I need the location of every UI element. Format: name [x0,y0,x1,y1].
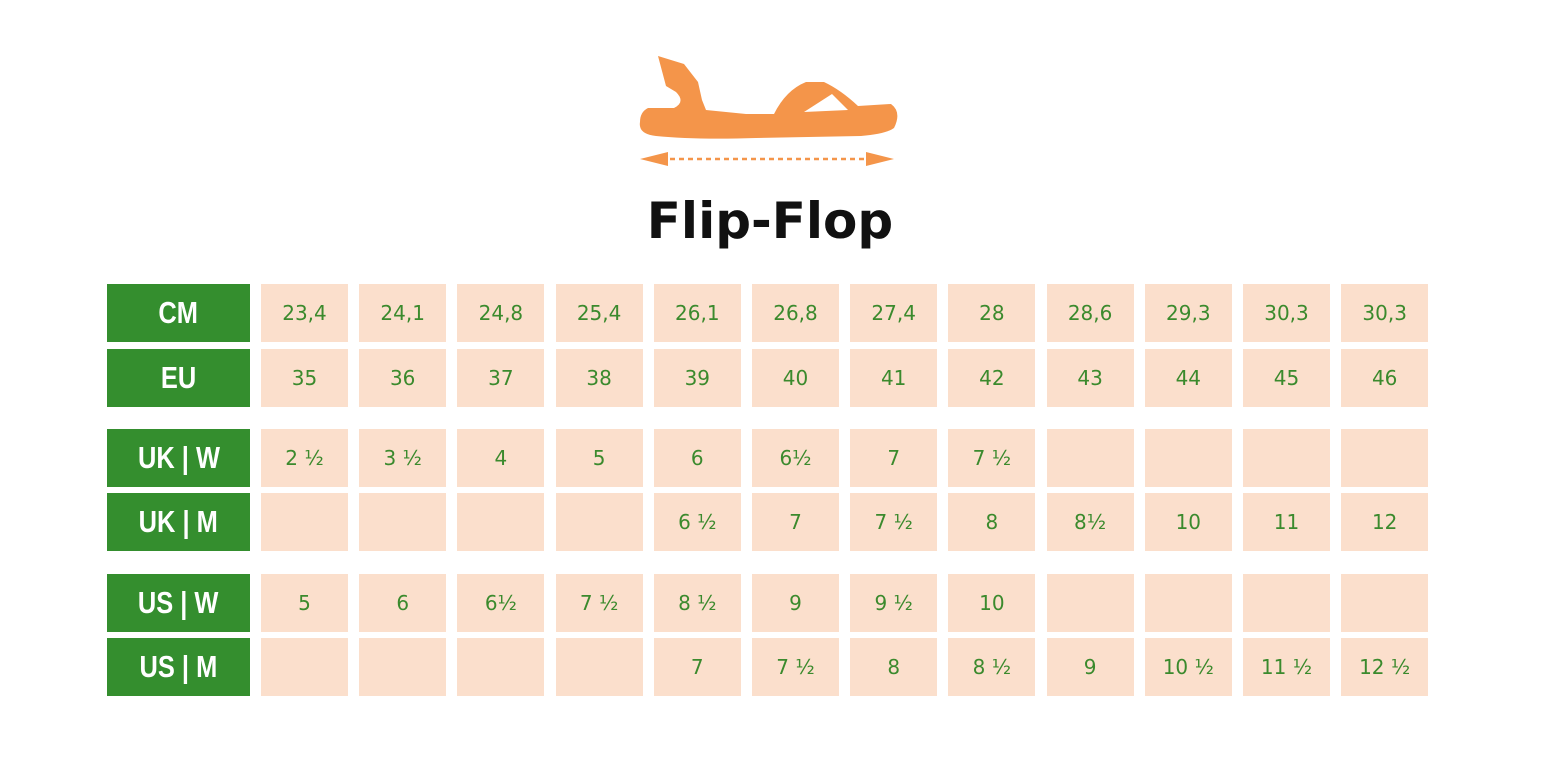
table-cell: 6½ [457,574,545,632]
table-cell: 7 ½ [555,574,643,632]
table-cell [1243,429,1330,487]
table-cell: 46 [1341,349,1429,407]
table-cell: 24,1 [359,284,447,342]
table-cell: 23,4 [261,284,348,342]
table-cell: 2 ½ [261,429,348,487]
table-cell [359,638,447,696]
row-label: US | M [107,638,250,696]
table-cell [457,493,545,551]
table-cell: 11 [1243,493,1330,551]
table-cell: 8 [948,493,1036,551]
table-cell: 27,4 [850,284,938,342]
table-cell [261,638,348,696]
sandal-icon [639,56,898,166]
table-cell: 8 ½ [948,638,1036,696]
table-cell: 30,3 [1243,284,1330,342]
table-cell [1046,429,1134,487]
row-label-text: US | W [138,585,219,620]
table-cell: 40 [752,349,839,407]
table-cell: 8 ½ [653,574,741,632]
table-cell [555,638,643,696]
table-cell: 29,3 [1144,284,1232,342]
table-cell: 26,8 [752,284,839,342]
table-cell [457,638,545,696]
table-cell [359,493,447,551]
table-cell: 11 ½ [1243,638,1330,696]
table-cell: 9 [752,574,839,632]
table-cell: 38 [555,349,643,407]
table-cell: 10 [948,574,1036,632]
table-cell: 8 [850,638,938,696]
row-label: US | W [107,574,250,632]
table-cell [1144,429,1232,487]
table-cell: 28 [948,284,1036,342]
row-label-text: US | M [139,649,218,684]
table-cell [1341,574,1429,632]
table-cell: 5 [555,429,643,487]
table-cell: 4 [457,429,545,487]
table-cell: 44 [1144,349,1232,407]
table-cell: 7 [653,638,741,696]
row-label-text: UK | W [137,440,220,475]
table-cell [261,493,348,551]
table-cell: 26,1 [653,284,741,342]
table-cell: 24,8 [457,284,545,342]
page-title: Flip-Flop [646,192,894,250]
table-cell: 7 ½ [850,493,938,551]
table-cell [555,493,643,551]
table-cell: 7 [850,429,938,487]
table-cell: 10 [1144,493,1232,551]
table-cell: 30,3 [1341,284,1429,342]
table-cell: 6 [359,574,447,632]
row-label: EU [107,349,250,407]
table-cell: 36 [359,349,447,407]
table-cell: 35 [261,349,348,407]
table-cell [1341,429,1429,487]
row-label-text: CM [158,295,199,330]
table-cell: 43 [1046,349,1134,407]
table-cell: 7 ½ [752,638,839,696]
table-cell: 7 ½ [948,429,1036,487]
table-cell: 42 [948,349,1036,407]
table-cell: 6½ [752,429,839,487]
row-label: UK | M [107,493,250,551]
row-label: CM [107,284,250,342]
table-cell: 25,4 [555,284,643,342]
table-cell: 9 [1046,638,1134,696]
row-label-text: EU [160,360,197,395]
table-cell: 3 ½ [359,429,447,487]
table-cell [1144,574,1232,632]
table-cell [1046,574,1134,632]
row-label: UK | W [107,429,250,487]
table-cell: 12 ½ [1341,638,1429,696]
table-cell: 39 [653,349,741,407]
table-cell: 45 [1243,349,1330,407]
table-cell: 12 [1341,493,1429,551]
table-cell: 6 [653,429,741,487]
table-cell: 37 [457,349,545,407]
table-cell: 5 [261,574,348,632]
table-cell [1243,574,1330,632]
table-cell: 41 [850,349,938,407]
table-cell: 6 ½ [653,493,741,551]
table-cell: 28,6 [1046,284,1134,342]
table-cell: 9 ½ [850,574,938,632]
row-label-text: UK | M [138,504,219,539]
table-cell: 10 ½ [1144,638,1232,696]
table-cell: 8½ [1046,493,1134,551]
table-cell: 7 [752,493,839,551]
